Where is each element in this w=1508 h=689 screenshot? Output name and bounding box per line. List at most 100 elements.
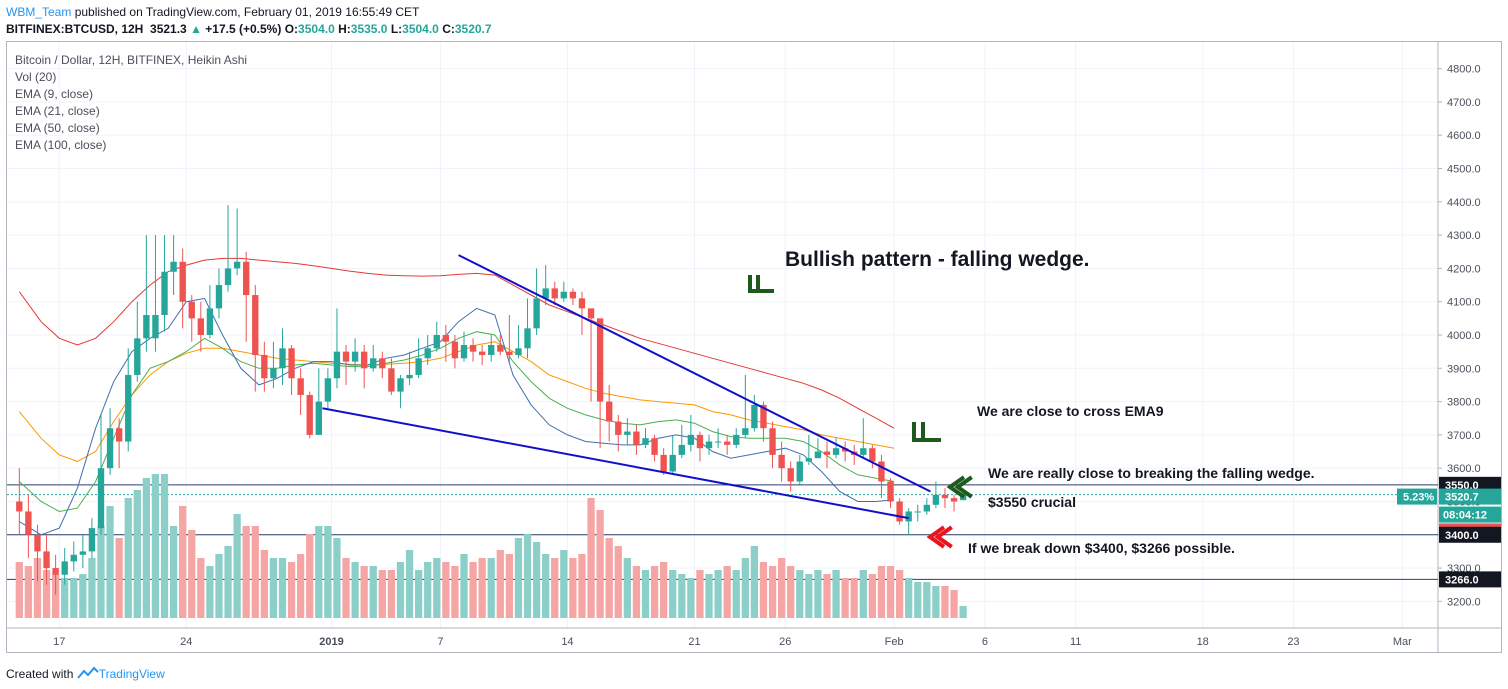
y-tick-label: 4300.0 (1447, 230, 1481, 242)
candle-body (79, 551, 87, 555)
y-tick-label: 4600.0 (1447, 130, 1481, 142)
low-value: 3504.0 (402, 22, 439, 36)
candle-body (506, 351, 513, 355)
annotation-breakdown: If we break down $3400, $3266 possible. (968, 540, 1235, 556)
candle-body (905, 511, 912, 522)
chart-frame[interactable] (6, 41, 1502, 653)
legend-vol[interactable]: Vol (20) (15, 70, 57, 84)
badge-last: 3520.7 (1445, 492, 1479, 504)
volume-bar (696, 570, 704, 618)
candle-body (515, 348, 522, 355)
candle-body (733, 434, 740, 445)
volume-bar (287, 562, 296, 618)
candle-body (869, 448, 876, 462)
annotation-ema9: We are close to cross EMA9 (977, 403, 1164, 419)
candle-body (823, 451, 831, 455)
x-tick-label: 6 (982, 636, 988, 648)
volume-bar (142, 478, 150, 618)
candle-body (433, 335, 440, 349)
author-link[interactable]: WBM_Team (6, 5, 72, 19)
candle-body (469, 344, 477, 352)
candle-body (415, 358, 422, 375)
wedge-upper-line[interactable] (458, 254, 931, 493)
candle-body (524, 328, 531, 349)
ema100-line (18, 257, 895, 429)
volume-bar (777, 558, 786, 618)
open-label: O: (284, 22, 299, 36)
y-tick-label: 4500.0 (1447, 164, 1481, 176)
volume-bar (623, 558, 631, 618)
x-tick-label: 23 (1287, 636, 1299, 648)
volume-bar (197, 558, 205, 618)
candle-body (360, 351, 368, 369)
legend-ema50[interactable]: EMA (50, close) (15, 121, 100, 135)
volume-bar (560, 550, 568, 618)
badge-3400-bg (1439, 526, 1501, 543)
candle-body (134, 338, 141, 375)
volume-bar (306, 534, 314, 618)
volume-bar (650, 566, 659, 618)
candle-body (651, 438, 658, 455)
green-arrow-icon (748, 275, 774, 293)
candle-body (587, 308, 595, 319)
legend-ema100[interactable]: EMA (100, close) (15, 138, 107, 152)
volume-bar (759, 562, 768, 618)
volume-bar (215, 554, 223, 618)
high-value: 3535.0 (350, 22, 388, 36)
candle-body (578, 298, 586, 309)
candle-body (678, 444, 685, 455)
volume-bar (741, 558, 749, 618)
footer-brand[interactable]: TradingView (98, 667, 165, 681)
legend-ema9[interactable]: EMA (9, close) (15, 87, 94, 101)
y-tick-label: 3600.0 (1447, 463, 1481, 475)
candle-body (70, 554, 77, 562)
footer: Created with TradingView (6, 664, 165, 681)
volume-bar (596, 510, 604, 618)
candle-body (923, 504, 930, 512)
candle-body (660, 454, 667, 472)
volume-bar (478, 558, 486, 618)
ema21-line (18, 331, 895, 513)
candle-body (179, 261, 186, 302)
candle-body (288, 348, 295, 379)
candle-body (687, 434, 695, 445)
volume-bar (895, 570, 904, 618)
volume-bar (469, 562, 477, 618)
candle-body (206, 308, 214, 335)
annotation-crucial: $3550 crucial (988, 494, 1076, 510)
close-value: 3520.7 (454, 22, 492, 36)
volume-bar (251, 526, 259, 618)
volume-bar (768, 566, 777, 618)
candle-body (197, 318, 204, 335)
volume-bar (61, 578, 69, 618)
candle-body (560, 291, 567, 299)
candle-body (215, 285, 223, 309)
volume-bar (433, 558, 441, 618)
legend-ema21[interactable]: EMA (21, close) (15, 104, 100, 118)
legend-title: Bitcoin / Dollar, 12H, BITFINEX, Heikin … (15, 53, 248, 67)
volume-bar (614, 546, 622, 618)
candle-body (106, 428, 114, 469)
candle-body (342, 351, 350, 362)
candle-body (488, 344, 495, 355)
x-tick-label: 17 (53, 636, 65, 648)
volume-bar (523, 534, 532, 618)
candle-body (252, 295, 259, 355)
volume-bar (106, 506, 114, 618)
volume-bar (369, 566, 377, 618)
volume-bar (179, 506, 187, 618)
volume-bar (723, 566, 731, 618)
candle-body (950, 498, 958, 502)
volume-bar (877, 566, 886, 618)
volume-bar (88, 558, 96, 618)
volume-bar (886, 566, 895, 618)
candle-body (787, 468, 794, 482)
volume-bar (424, 562, 432, 618)
volume-bar (669, 570, 677, 618)
wedge-lower-line[interactable] (322, 407, 909, 520)
y-tick-label: 4200.0 (1447, 263, 1481, 275)
volume-bar (206, 566, 214, 618)
volume-bar (387, 570, 396, 618)
volume-bar (578, 554, 586, 618)
